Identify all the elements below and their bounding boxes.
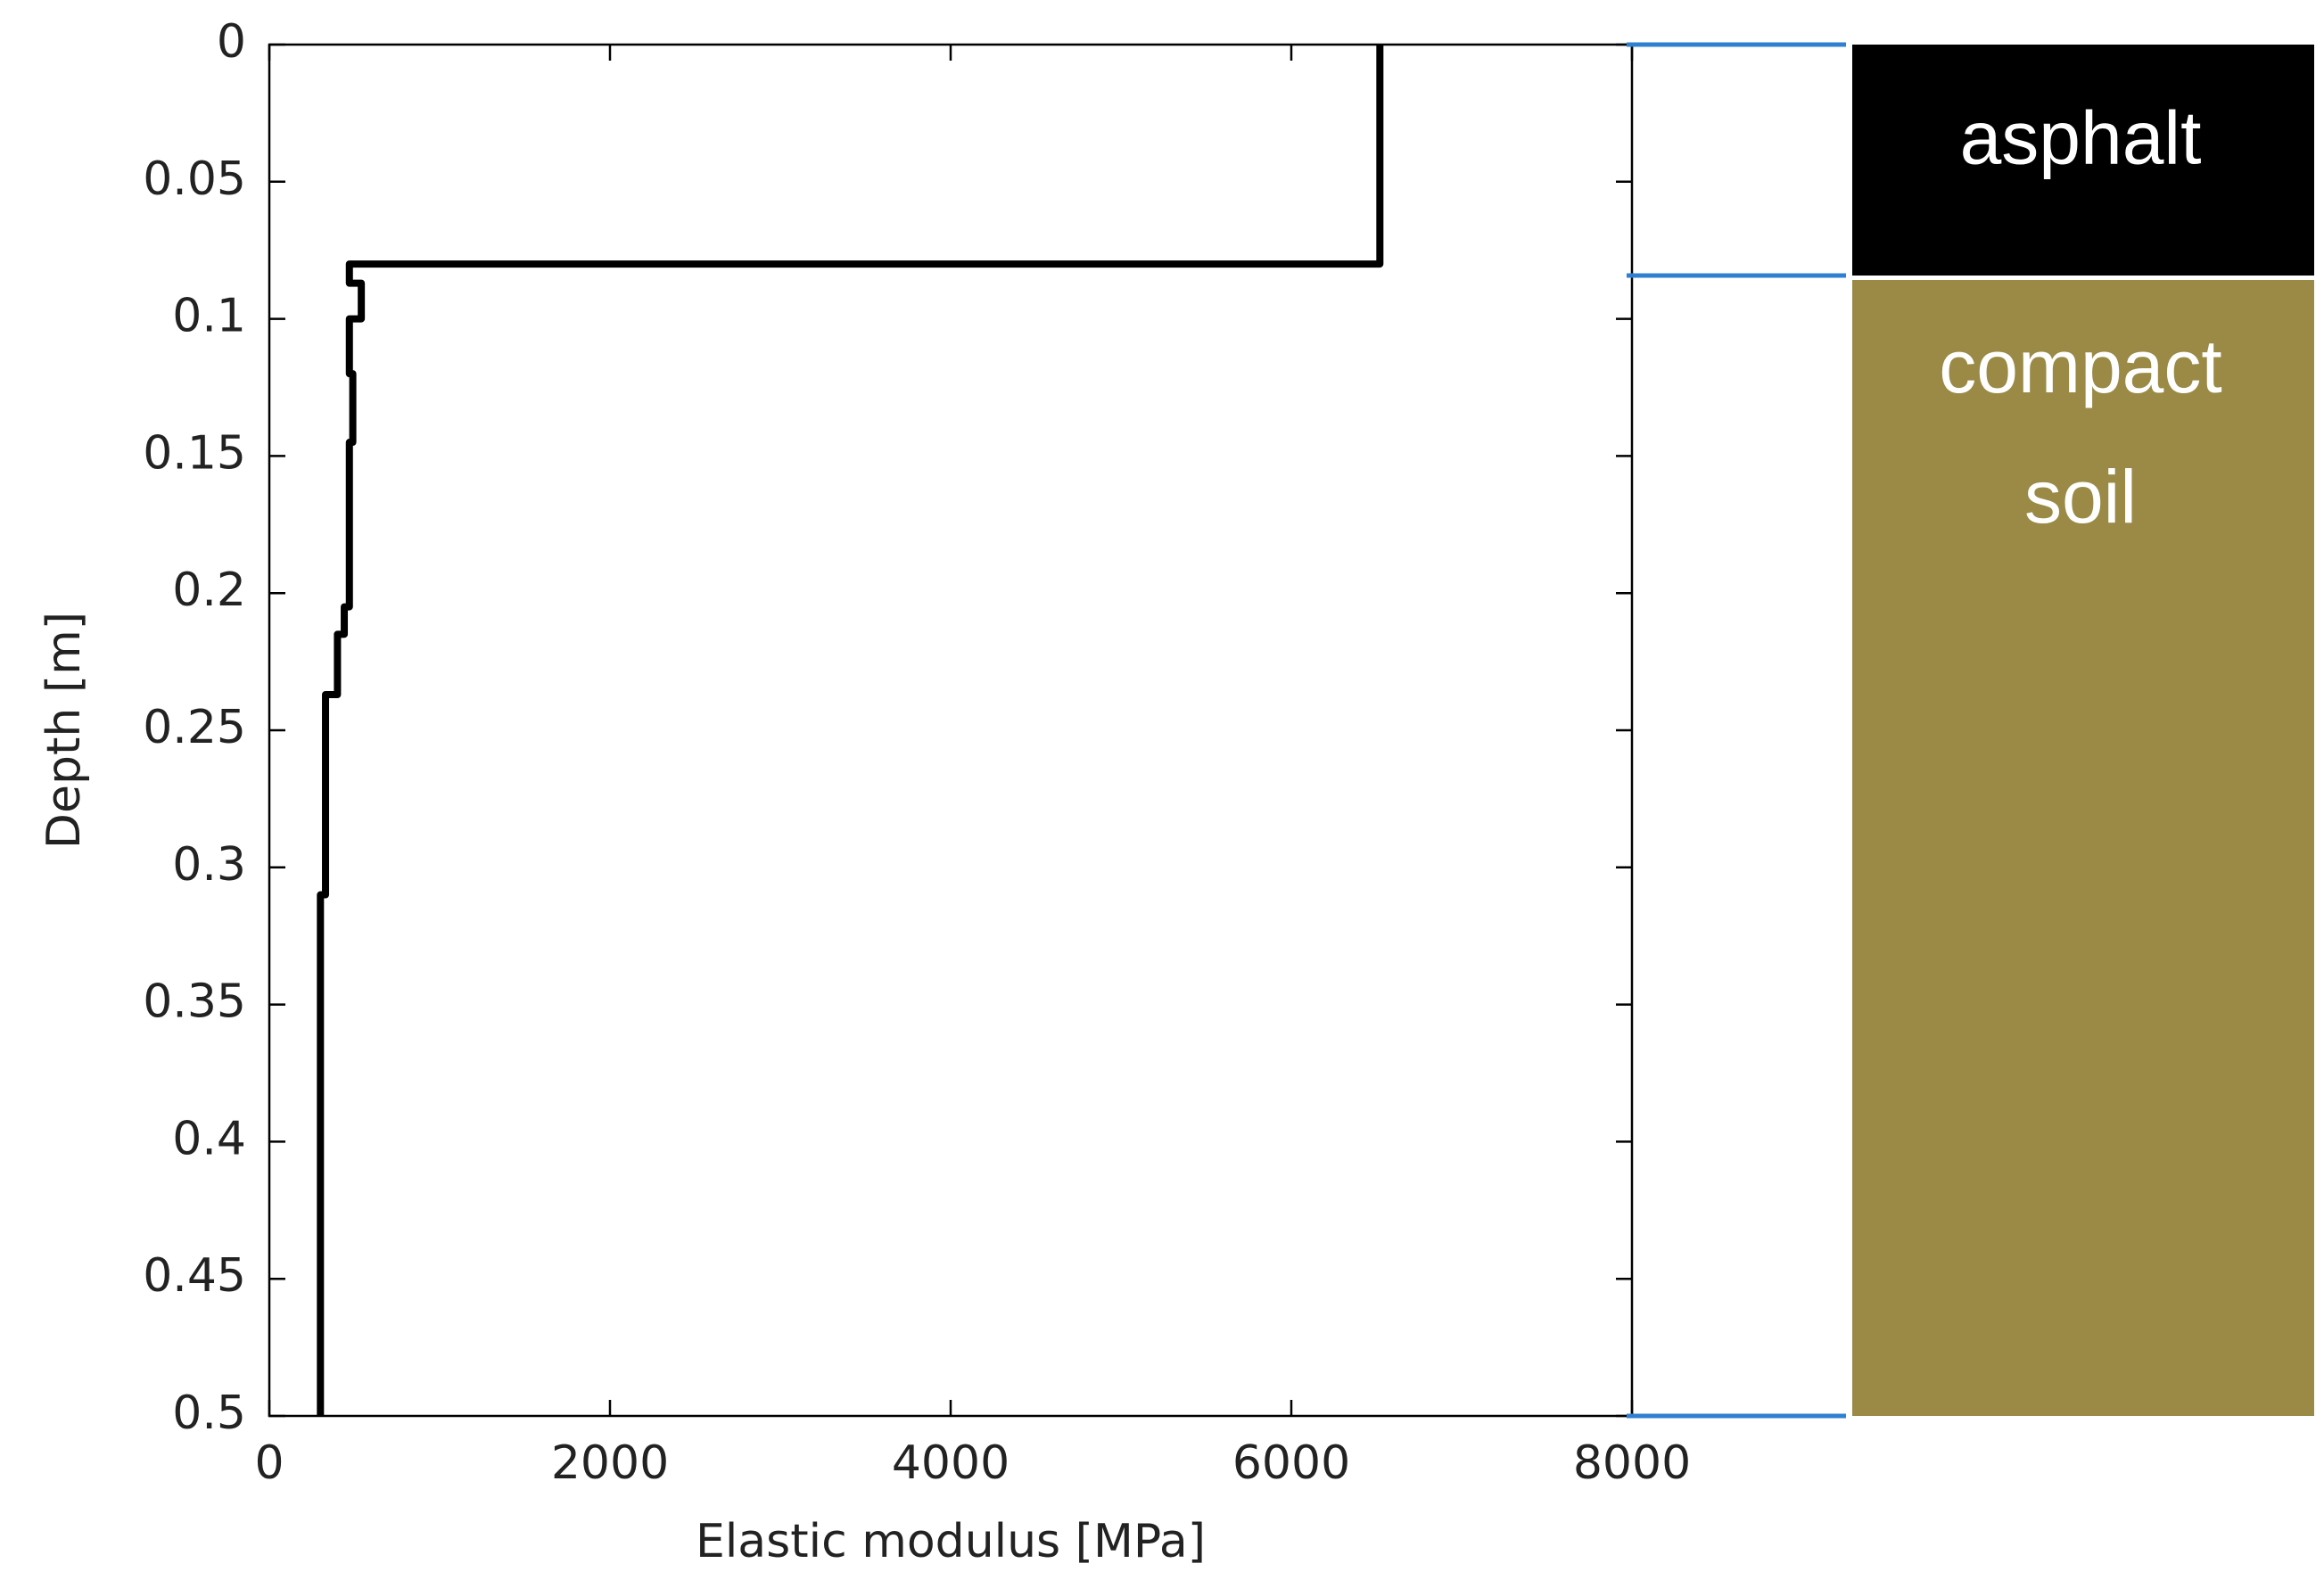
- y-tick-label: 0.2: [172, 564, 246, 617]
- y-tick-label: 0.15: [143, 426, 246, 480]
- y-tick-label: 0.05: [143, 152, 246, 206]
- y-tick-label: 0.5: [172, 1387, 246, 1440]
- x-axis-label: Elastic modulus [MPa]: [696, 1515, 1206, 1568]
- layer-box: [1852, 280, 2314, 1416]
- layer-label: asphalt: [1960, 96, 2202, 180]
- x-tick-label: 6000: [1232, 1436, 1350, 1490]
- layer-box: [1852, 45, 2314, 276]
- x-tick-label: 0: [254, 1436, 284, 1490]
- y-tick-label: 0.45: [143, 1249, 246, 1303]
- y-tick-label: 0.25: [143, 701, 246, 754]
- x-tick-label: 2000: [551, 1436, 669, 1490]
- plot-frame: [268, 43, 1634, 1418]
- layer-label: soil: [2024, 455, 2137, 539]
- y-tick-label: 0.1: [172, 290, 246, 343]
- y-axis-label: Depth [m]: [37, 612, 91, 849]
- y-tick-label: 0.3: [172, 838, 246, 892]
- y-tick-label: 0.4: [172, 1112, 246, 1165]
- y-tick-label: 0.35: [143, 975, 246, 1029]
- x-tick-label: 8000: [1573, 1436, 1691, 1490]
- x-tick-label: 4000: [892, 1436, 1010, 1490]
- layer-label: compact: [1939, 325, 2221, 408]
- y-tick-label: 0: [217, 15, 246, 69]
- profile-line: [317, 45, 1384, 1416]
